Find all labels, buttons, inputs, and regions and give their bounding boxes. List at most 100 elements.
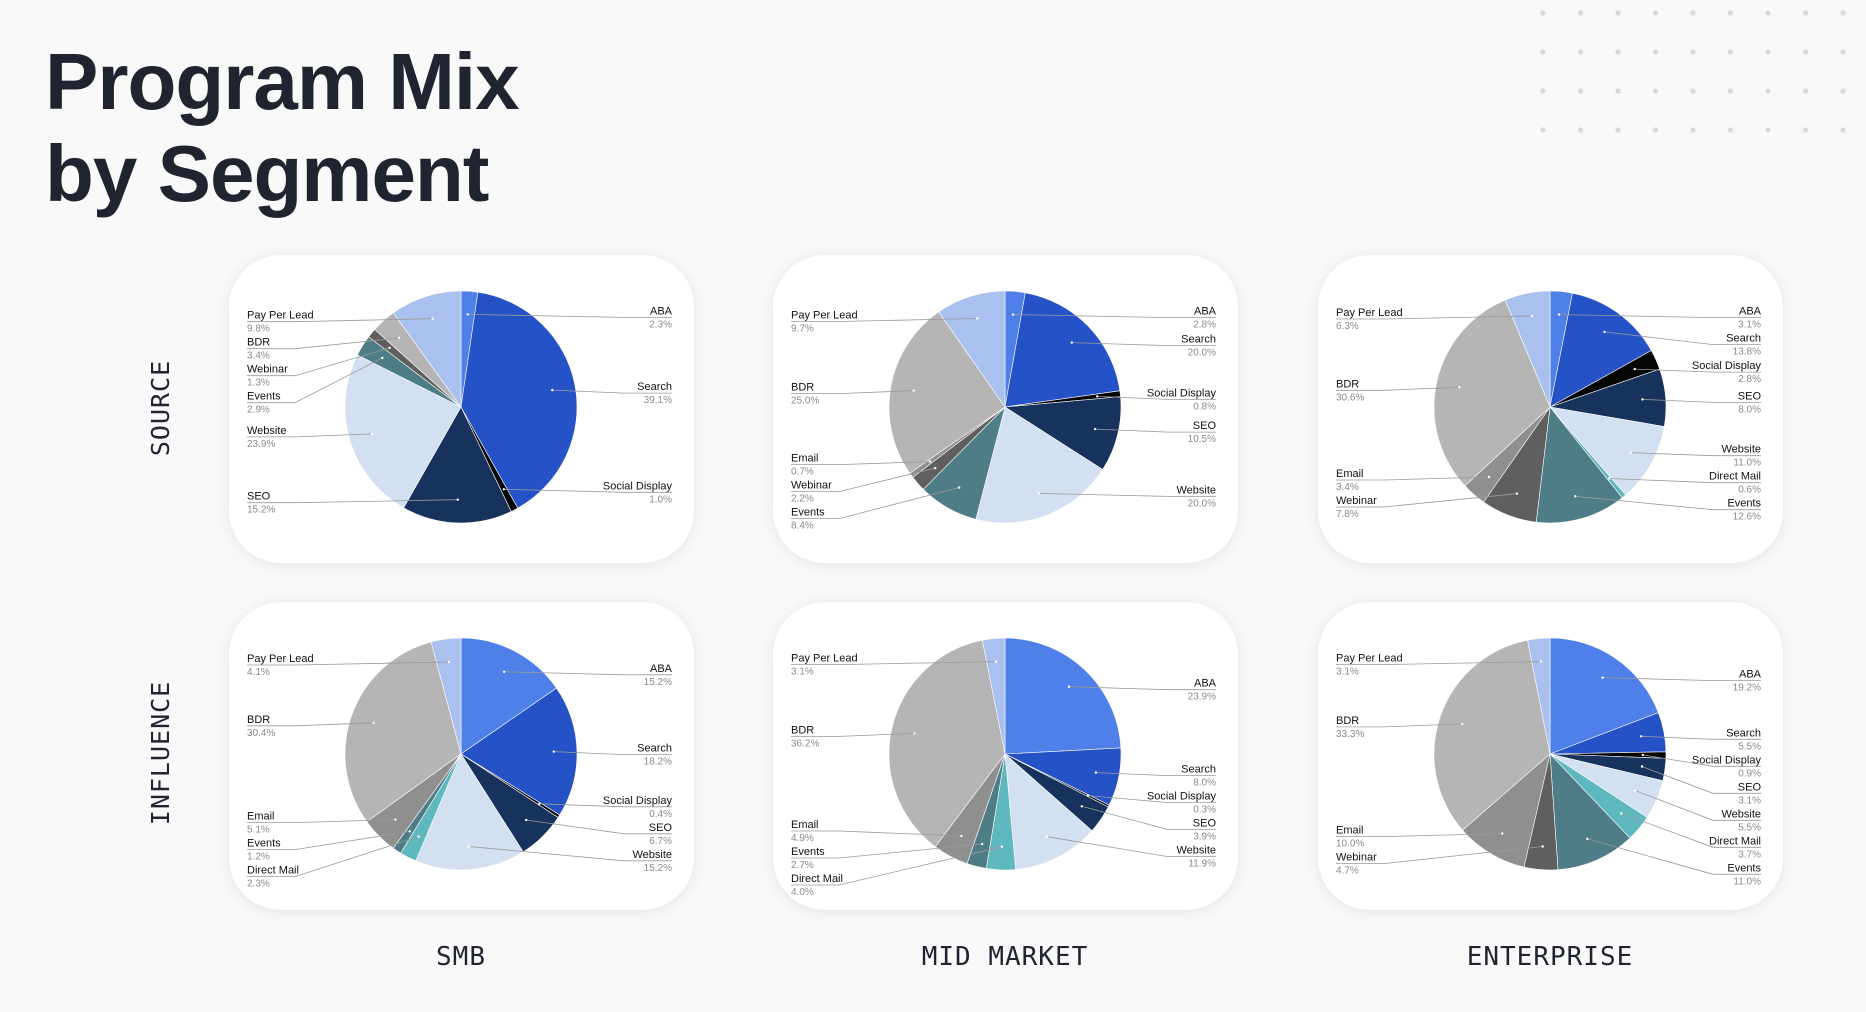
leader-line-seo bbox=[1095, 428, 1216, 433]
leader-line-website bbox=[1635, 790, 1761, 821]
slice-label-search: Search bbox=[1726, 727, 1761, 739]
leader-dot-aba bbox=[1557, 313, 1561, 316]
pie-slice-pay-per-lead bbox=[981, 637, 1006, 755]
pie-slice-pay-per-lead bbox=[1527, 637, 1551, 755]
leader-dot-email bbox=[394, 818, 397, 821]
slice-value-social-display: 1.0% bbox=[649, 494, 672, 505]
slice-label-pay-per-lead: Pay Per Lead bbox=[791, 309, 858, 321]
decorative-dot bbox=[1840, 49, 1846, 55]
slice-value-search: 13.8% bbox=[1733, 347, 1761, 358]
slice-label-email: Email bbox=[1336, 825, 1364, 837]
pie-slice-aba bbox=[460, 637, 557, 755]
leader-line-search bbox=[553, 751, 672, 756]
decorative-dot bbox=[1690, 49, 1696, 55]
leader-line-search bbox=[1071, 342, 1216, 346]
leader-dot-social-display bbox=[502, 488, 505, 491]
leader-line-aba bbox=[467, 314, 672, 318]
column-label-mid-market: MID MARKET bbox=[921, 942, 1089, 972]
leader-line-search bbox=[1641, 735, 1761, 740]
decorative-dot bbox=[1765, 10, 1771, 16]
slice-value-pay-per-lead: 9.8% bbox=[247, 324, 270, 335]
leader-line-events bbox=[791, 487, 960, 520]
leader-line-seo bbox=[1641, 766, 1761, 794]
leader-line-events bbox=[1587, 838, 1761, 875]
pie-slice-pay-per-lead bbox=[1504, 290, 1551, 408]
leader-line-events bbox=[247, 357, 383, 404]
slice-value-email: 0.7% bbox=[791, 467, 814, 478]
decorative-dot bbox=[1540, 10, 1546, 16]
leader-line-social-display bbox=[539, 803, 672, 808]
slice-value-seo: 10.5% bbox=[1188, 434, 1216, 445]
slice-value-events: 11.0% bbox=[1733, 876, 1761, 887]
decorative-dot bbox=[1765, 88, 1771, 94]
decorative-dot bbox=[1802, 127, 1809, 133]
slice-value-bdr: 25.0% bbox=[791, 396, 819, 407]
pie-slice-search bbox=[460, 687, 578, 816]
leader-dot-search bbox=[551, 388, 554, 392]
decorative-dot bbox=[1690, 10, 1696, 16]
decorative-dot bbox=[1540, 127, 1546, 133]
slice-value-pay-per-lead: 3.1% bbox=[791, 667, 814, 678]
slice-value-aba: 15.2% bbox=[644, 677, 672, 688]
pie-slice-aba bbox=[1549, 637, 1659, 755]
pie-slice-website bbox=[1549, 406, 1665, 496]
title-line-1: Program Mix bbox=[45, 37, 520, 126]
slice-label-bdr: BDR bbox=[1336, 378, 1359, 390]
slice-label-website: Website bbox=[1176, 845, 1216, 857]
leader-line-email bbox=[247, 819, 396, 824]
leader-line-pay-per-lead bbox=[1336, 661, 1542, 665]
pie-slice-pay-per-lead bbox=[938, 290, 1006, 408]
slice-value-events: 12.6% bbox=[1733, 512, 1761, 523]
decorative-dot bbox=[1802, 88, 1809, 94]
chart-card-mid-market-influence: ABA 23.9% Search 8.0% Social Display 0.3% SEO 3… bbox=[773, 602, 1238, 910]
slice-value-events: 2.9% bbox=[247, 405, 270, 416]
leader-dot-social-display bbox=[1086, 794, 1090, 797]
pie-chart-smb-influence: ABA 15.2% Search 18.2% Social Display 0.4% SEO… bbox=[247, 637, 673, 890]
slice-value-website: 5.5% bbox=[1738, 822, 1761, 833]
slice-label-events: Events bbox=[791, 846, 825, 858]
leader-line-seo bbox=[247, 499, 458, 504]
slice-label-webinar: Webinar bbox=[1336, 495, 1377, 507]
slice-value-email: 5.1% bbox=[247, 825, 270, 836]
leader-dot-search bbox=[1070, 341, 1073, 344]
chart-card-enterprise-source: ABA 3.1% Search 13.8% Social Display 2.8% SEO 8… bbox=[1318, 255, 1783, 563]
leader-dot-seo bbox=[1080, 805, 1083, 808]
slice-label-direct-mail: Direct Mail bbox=[1709, 471, 1761, 483]
leader-dot-direct-mail bbox=[1608, 477, 1611, 480]
leader-line-website bbox=[1046, 836, 1216, 858]
pie-chart-enterprise-influence: ABA 19.2% Search 5.5% Social Display 0.9% SEO 3… bbox=[1336, 637, 1762, 887]
pie-slice-aba bbox=[1004, 637, 1122, 755]
decorative-dot bbox=[1577, 88, 1584, 94]
leader-line-webinar bbox=[1336, 493, 1517, 508]
leader-line-events bbox=[247, 831, 410, 851]
leader-line-events bbox=[791, 843, 983, 859]
chart-card-smb-influence: ABA 15.2% Search 18.2% Social Display 0.4% SEO… bbox=[229, 602, 694, 910]
slice-value-bdr: 33.3% bbox=[1336, 729, 1364, 740]
slice-value-aba: 2.3% bbox=[649, 319, 672, 330]
slice-label-events: Events bbox=[1727, 498, 1761, 510]
leader-dot-webinar bbox=[1515, 492, 1519, 495]
leader-dot-seo bbox=[456, 498, 459, 501]
chart-card-mid-market-source: ABA 2.8% Search 20.0% Social Display 0.8% SEO 1… bbox=[773, 255, 1238, 563]
decorative-dot-grid bbox=[1540, 10, 1846, 133]
leader-dot-website bbox=[371, 432, 374, 436]
leader-line-aba bbox=[1602, 677, 1761, 681]
slice-label-aba: ABA bbox=[1194, 678, 1217, 690]
leader-line-bdr bbox=[791, 733, 915, 737]
decorative-dot bbox=[1765, 127, 1771, 133]
leader-line-pay-per-lead bbox=[1336, 315, 1532, 320]
slice-value-bdr: 36.2% bbox=[791, 738, 819, 749]
slice-label-bdr: BDR bbox=[791, 724, 814, 736]
pie-chart-smb-source: ABA 2.3% Search 39.1% Social Display 1.0% SEO 1… bbox=[247, 290, 673, 524]
decorative-dot bbox=[1577, 49, 1584, 55]
slice-label-seo: SEO bbox=[247, 491, 271, 503]
slice-value-search: 20.0% bbox=[1188, 348, 1216, 359]
pie-slice-website bbox=[344, 354, 462, 509]
slice-label-bdr: BDR bbox=[247, 337, 270, 349]
slice-label-seo: SEO bbox=[1738, 390, 1762, 402]
slice-label-email: Email bbox=[247, 811, 275, 823]
pie-slice-seo bbox=[1004, 396, 1122, 470]
decorative-dot bbox=[1727, 49, 1734, 55]
slice-value-pay-per-lead: 4.1% bbox=[247, 667, 270, 678]
slice-label-social-display: Social Display bbox=[1147, 791, 1217, 803]
